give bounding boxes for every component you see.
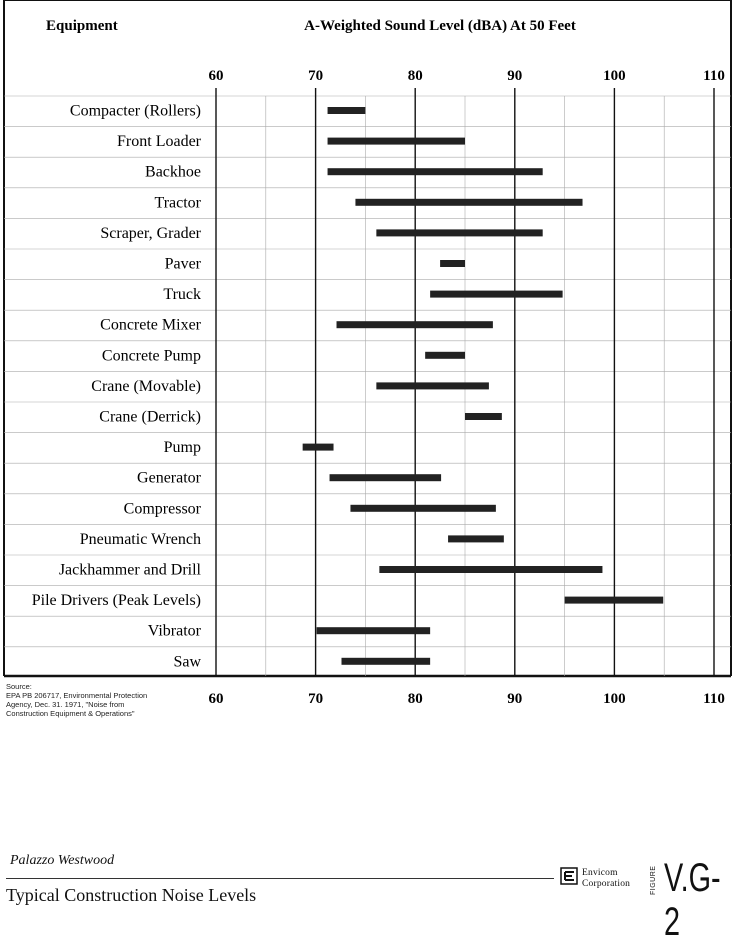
category-label: Saw: [173, 653, 201, 670]
firm-name-line1: Envicom: [582, 868, 618, 878]
category-label: Crane (Movable): [91, 378, 201, 395]
range-bar: [316, 627, 431, 635]
figure-number: V.G-2: [664, 856, 721, 944]
category-label: Tractor: [154, 194, 201, 211]
range-bar: [350, 504, 496, 512]
range-bar: [448, 535, 504, 543]
chart-title: A-Weighted Sound Level (dBA) At 50 Feet: [304, 18, 576, 34]
range-bar: [302, 443, 334, 451]
x-tick-label-top: 80: [408, 68, 423, 84]
firm-name-line2: Corporation: [582, 879, 631, 889]
noise-level-chart: 60 60 70 70 80 80 90 90 100 100 110 110 Compacter (R…: [3, 0, 732, 707]
range-bar: [376, 382, 489, 390]
x-tick-label-bottom: 110: [703, 691, 725, 707]
source-line: Construction Equipment & Operations": [6, 709, 135, 718]
range-bar: [341, 657, 431, 665]
x-tick-label-top: 100: [603, 68, 626, 84]
range-bar: [355, 198, 583, 206]
range-bar: [336, 321, 493, 329]
range-bar: [379, 566, 603, 573]
category-label: Crane (Derrick): [99, 409, 201, 426]
source-note: Source: EPA PB 206717, Environmental Pro…: [6, 682, 206, 718]
category-label: Compacter (Rollers): [70, 103, 201, 120]
envicom-logo-icon: [560, 867, 578, 885]
category-label: Vibrator: [148, 623, 202, 640]
chart-labels: 60 60 70 70 80 80 90 90 100 100 110 110 Compacter (R…: [32, 68, 725, 707]
category-label: Backhoe: [145, 164, 201, 181]
chart-frame: [3, 0, 732, 678]
category-label: Scraper, Grader: [100, 225, 201, 242]
x-tick-label-top: 90: [507, 68, 522, 84]
category-label: Front Loader: [117, 133, 202, 150]
equipment-header: Equipment: [46, 18, 118, 34]
range-bar: [327, 137, 465, 145]
x-tick-label-top: 110: [703, 68, 725, 84]
range-bar: [376, 229, 543, 237]
x-tick-label-top: 60: [209, 68, 224, 84]
figure-title: Typical Construction Noise Levels: [6, 885, 257, 905]
project-name: Palazzo Westwood: [10, 853, 115, 868]
footer-rule: [6, 878, 554, 879]
x-tick-label-bottom: 100: [603, 691, 626, 707]
range-bar: [329, 474, 442, 482]
x-tick-label-top: 70: [308, 68, 323, 84]
chart-bars: [302, 107, 664, 665]
x-tick-label-bottom: 70: [308, 691, 323, 707]
figure-word: FIGURE: [650, 865, 657, 895]
firm-name: Envicom Corporation: [582, 868, 630, 890]
source-line: Agency, Dec. 31. 1971, "Noise from: [6, 700, 125, 709]
firm-logo: Envicom Corporation: [560, 866, 656, 890]
category-label: Compressor: [124, 500, 202, 517]
range-bar: [564, 596, 664, 604]
range-bar: [440, 260, 465, 267]
category-label: Truck: [163, 286, 201, 303]
range-bar: [465, 413, 502, 420]
category-label: Jackhammer and Drill: [59, 562, 202, 579]
source-line: EPA PB 206717, Environmental Protection: [6, 691, 148, 700]
range-bar: [425, 351, 465, 359]
range-bar: [327, 107, 366, 114]
range-bar: [430, 290, 563, 298]
x-tick-label-bottom: 80: [408, 691, 423, 707]
category-label: Pile Drivers (Peak Levels): [32, 592, 201, 609]
range-bar: [327, 168, 543, 176]
category-label: Pump: [164, 439, 201, 456]
category-label: Concrete Pump: [102, 347, 201, 364]
category-label: Generator: [137, 470, 202, 487]
category-label: Pneumatic Wrench: [80, 531, 201, 548]
x-tick-label-bottom: 90: [507, 691, 522, 707]
x-tick-label-bottom: 60: [209, 691, 224, 707]
category-label: Paver: [165, 256, 202, 273]
category-label: Concrete Mixer: [100, 317, 202, 334]
source-line: Source:: [6, 682, 32, 691]
